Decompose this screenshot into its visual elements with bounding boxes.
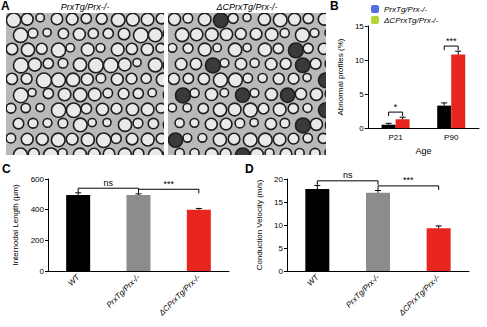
svg-text:Internodal Length (µm): Internodal Length (µm) bbox=[11, 184, 20, 265]
svg-text:Age: Age bbox=[415, 146, 431, 156]
svg-text:Abnormal profiles (%): Abnormal profiles (%) bbox=[336, 38, 345, 115]
svg-text:0: 0 bbox=[359, 124, 364, 133]
svg-text:***: *** bbox=[163, 179, 174, 189]
svg-text:20: 20 bbox=[274, 175, 283, 184]
svg-text:WT: WT bbox=[66, 272, 82, 288]
svg-text:200: 200 bbox=[31, 236, 45, 245]
svg-text:***: *** bbox=[403, 175, 414, 185]
html-text:C: C bbox=[2, 162, 11, 176]
svg-text:*: * bbox=[394, 102, 398, 112]
svg-text:0: 0 bbox=[40, 267, 45, 276]
svg-text:ΔCPrxTg/Prx-/-: ΔCPrxTg/Prx-/- bbox=[157, 273, 203, 319]
svg-text:ns: ns bbox=[343, 170, 353, 180]
svg-text:15: 15 bbox=[274, 198, 283, 207]
svg-text:P21: P21 bbox=[388, 133, 403, 142]
svg-text:P90: P90 bbox=[444, 133, 459, 142]
svg-text:0: 0 bbox=[279, 267, 284, 276]
svg-text:400: 400 bbox=[31, 205, 45, 214]
svg-text:5: 5 bbox=[359, 90, 364, 99]
svg-text:600: 600 bbox=[31, 175, 45, 184]
html-text:A: A bbox=[1, 0, 10, 13]
svg-text:PrxTg/Prx-/-: PrxTg/Prx-/- bbox=[384, 5, 427, 14]
svg-text:Conduction Velocity (m/s): Conduction Velocity (m/s) bbox=[255, 179, 264, 270]
svg-text:***: *** bbox=[446, 36, 457, 46]
svg-text:15: 15 bbox=[355, 22, 364, 31]
svg-text:PrxTg/Prx-/-: PrxTg/Prx-/- bbox=[344, 273, 381, 310]
svg-text:ΔCPrxTg/Prx-/-: ΔCPrxTg/Prx-/- bbox=[383, 16, 439, 25]
html-text:D: D bbox=[245, 162, 254, 176]
html-text:B: B bbox=[330, 0, 339, 13]
svg-text:PrxTg/Prx-/-: PrxTg/Prx-/- bbox=[105, 273, 142, 310]
svg-text:PrxTg/Prx-/-: PrxTg/Prx-/- bbox=[61, 2, 110, 12]
svg-text:ΔCPrxTg/Prx-/-: ΔCPrxTg/Prx-/- bbox=[396, 273, 442, 319]
svg-text:5: 5 bbox=[279, 244, 284, 253]
svg-text:ΔCPrxTg/Prx-/-: ΔCPrxTg/Prx-/- bbox=[215, 2, 277, 12]
svg-text:10: 10 bbox=[274, 221, 283, 230]
svg-text:ns: ns bbox=[104, 178, 114, 188]
svg-text:10: 10 bbox=[355, 56, 364, 65]
svg-text:WT: WT bbox=[305, 272, 321, 288]
